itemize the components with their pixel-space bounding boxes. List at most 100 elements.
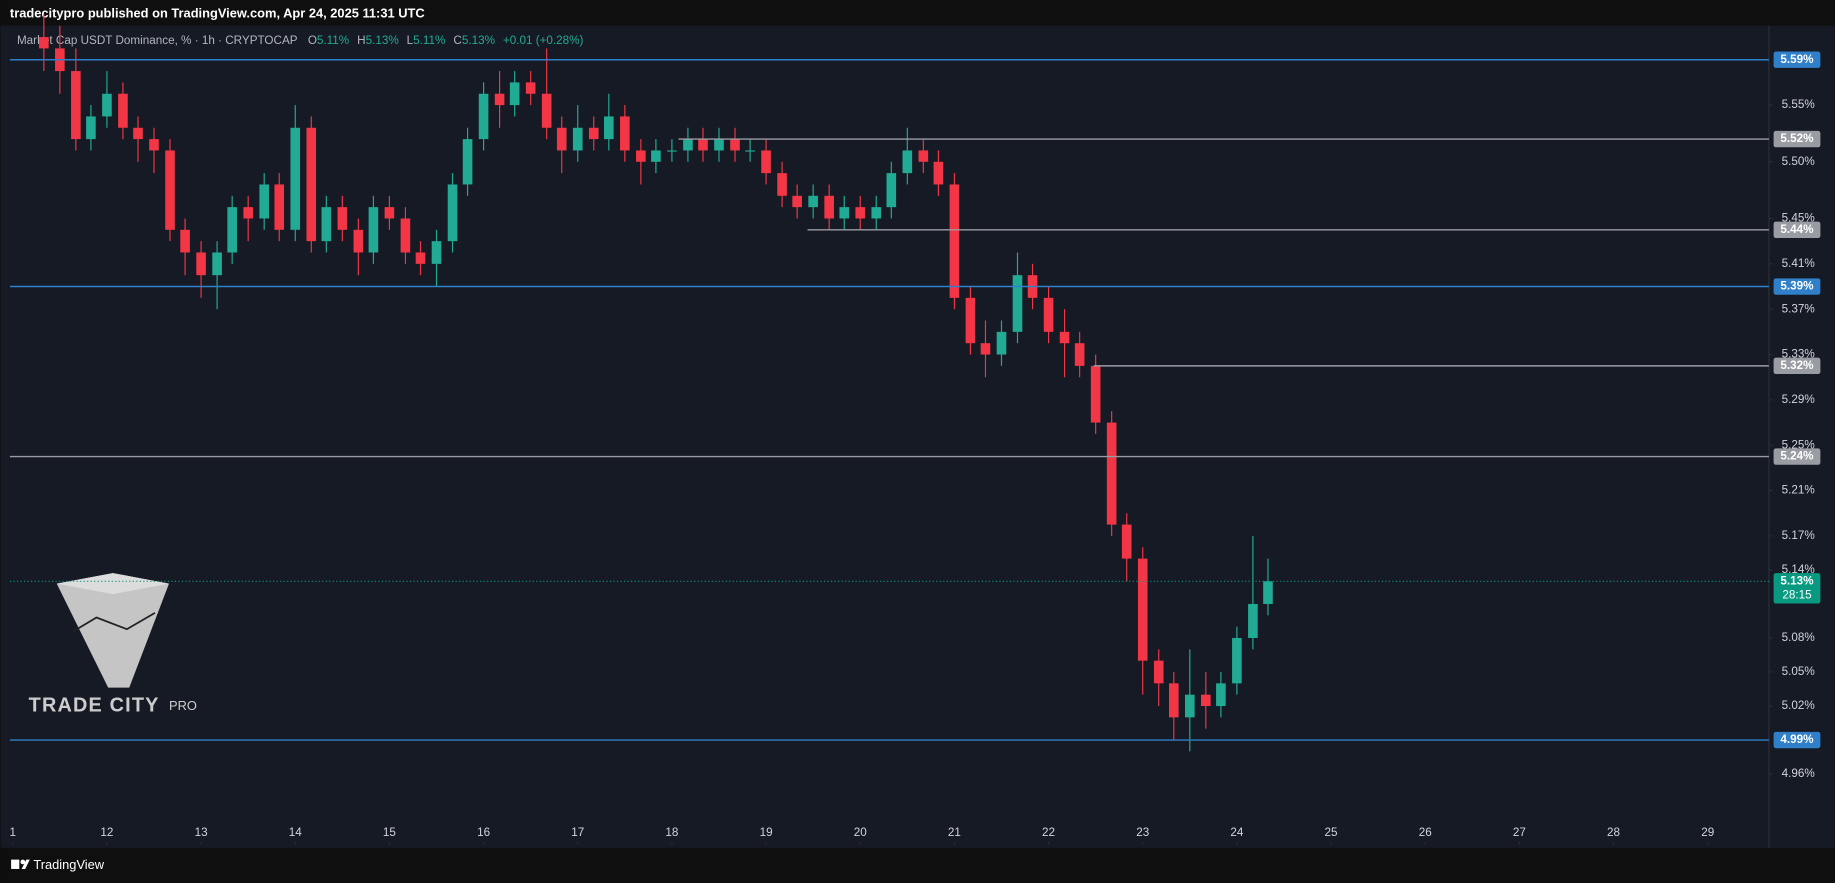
last-price-box xyxy=(1773,573,1821,604)
candle-body xyxy=(698,139,708,151)
countdown: 28:15 xyxy=(1782,588,1812,601)
candle-body xyxy=(1074,343,1085,366)
x-tick-label: 24 xyxy=(1230,826,1244,839)
ohlc-value: 5.13% xyxy=(462,34,495,47)
candle-body xyxy=(572,127,583,151)
watermark-suffix: PRO xyxy=(169,698,197,713)
y-tick-label: 5.14% xyxy=(1782,563,1815,576)
y-tick-label: 5.50% xyxy=(1782,155,1815,168)
level-label: 5.32% xyxy=(1780,359,1814,372)
y-tick-label: 5.33% xyxy=(1782,348,1815,361)
candle-body xyxy=(855,207,866,219)
x-tick-label: 13 xyxy=(195,826,208,839)
y-tick-label: 5.21% xyxy=(1782,484,1815,497)
level-label-box xyxy=(1773,357,1821,375)
x-tick-label: 20 xyxy=(854,826,868,839)
watermark-name: TRADE CITY xyxy=(29,695,160,717)
x-tick-label: 19 xyxy=(760,826,773,839)
footer-logo xyxy=(20,859,26,865)
y-tick-label: 5.25% xyxy=(1782,438,1815,451)
x-tick-label: 12 xyxy=(100,826,113,839)
candle-body xyxy=(667,150,677,152)
candle-body xyxy=(1185,694,1195,718)
candle-body xyxy=(180,229,190,253)
x-tick-label: 1 xyxy=(10,826,17,839)
level-label: 5.52% xyxy=(1780,132,1814,145)
candle-body xyxy=(1248,603,1258,638)
candle-body xyxy=(808,195,818,208)
candle-body xyxy=(478,93,489,140)
ohlc-key: C xyxy=(453,34,461,47)
level-label: 5.59% xyxy=(1780,53,1814,66)
ohlc-value: 5.13% xyxy=(366,34,399,47)
level-label: 4.99% xyxy=(1780,733,1814,746)
publisher: tradecitypro published on TradingView.co… xyxy=(10,5,425,20)
level-label: 5.44% xyxy=(1780,223,1814,236)
y-tick-label: 4.96% xyxy=(1782,767,1815,780)
y-tick-label: 5.45% xyxy=(1782,212,1815,225)
candle-body xyxy=(1169,683,1179,718)
x-tick-label: 29 xyxy=(1701,826,1714,839)
level-label-box xyxy=(1773,448,1821,465)
candle-body xyxy=(384,207,395,219)
symbol-title: Market Cap USDT Dominance, % · 1h · CRYP… xyxy=(17,34,298,47)
candle-body xyxy=(1232,637,1242,684)
candle-body xyxy=(1106,422,1117,525)
candle-body xyxy=(400,218,411,253)
candle-body xyxy=(839,207,850,219)
candle-body xyxy=(274,184,285,230)
y-tick-label: 5.08% xyxy=(1782,631,1815,644)
y-tick-label: 5.02% xyxy=(1782,699,1815,712)
candles xyxy=(39,14,1273,752)
candle-body xyxy=(777,173,787,196)
candle-body xyxy=(730,139,740,151)
watermark: TRADE CITY PRO xyxy=(29,573,197,717)
level-label-box xyxy=(1773,221,1821,239)
candle-body xyxy=(541,93,552,128)
logo-top xyxy=(56,573,169,595)
level-label: 5.24% xyxy=(1780,450,1814,463)
x-tick-label: 22 xyxy=(1042,826,1055,839)
candle-body xyxy=(39,37,49,49)
candle-body xyxy=(243,207,253,219)
y-tick-label: 5.37% xyxy=(1782,302,1815,315)
y-tick-label: 5.41% xyxy=(1782,257,1815,270)
footer-brand: TradingView xyxy=(33,857,104,872)
candle-body xyxy=(1216,683,1226,707)
candle-body xyxy=(588,127,599,140)
candle-body xyxy=(792,195,802,208)
y-tick-label: 5.05% xyxy=(1782,665,1815,678)
candle-body xyxy=(1201,694,1211,707)
level-label: 5.39% xyxy=(1780,280,1814,293)
x-tick-label: 16 xyxy=(477,826,490,839)
footer: TradingView xyxy=(11,857,105,872)
x-tick-label: 23 xyxy=(1136,826,1149,839)
candle-body xyxy=(886,173,897,208)
level-label-box xyxy=(1773,130,1821,148)
logo-shape xyxy=(56,573,169,688)
level-label-box xyxy=(1773,51,1821,68)
candle-body xyxy=(353,229,364,253)
candle-body xyxy=(415,252,426,264)
candle-body xyxy=(102,93,112,117)
candle-body xyxy=(980,343,991,355)
candle-body xyxy=(321,207,332,242)
y-tick-label: 5.55% xyxy=(1782,98,1815,111)
x-tick-label: 26 xyxy=(1419,826,1432,839)
ohlc-value: 5.11% xyxy=(413,34,445,47)
candle-body xyxy=(149,139,159,151)
candle-body xyxy=(620,116,630,151)
ohlc-key: L xyxy=(407,34,414,47)
candle-body xyxy=(949,184,960,298)
candle-body xyxy=(651,150,661,162)
candle-body xyxy=(871,207,882,219)
candle-body xyxy=(165,150,175,230)
candle-body xyxy=(118,93,128,128)
candle-body xyxy=(714,139,724,151)
candle-body xyxy=(1090,365,1101,423)
candle-body xyxy=(133,127,143,140)
candle-body xyxy=(1137,558,1148,661)
ohlc-key: H xyxy=(357,34,365,47)
candle-body xyxy=(636,150,646,162)
